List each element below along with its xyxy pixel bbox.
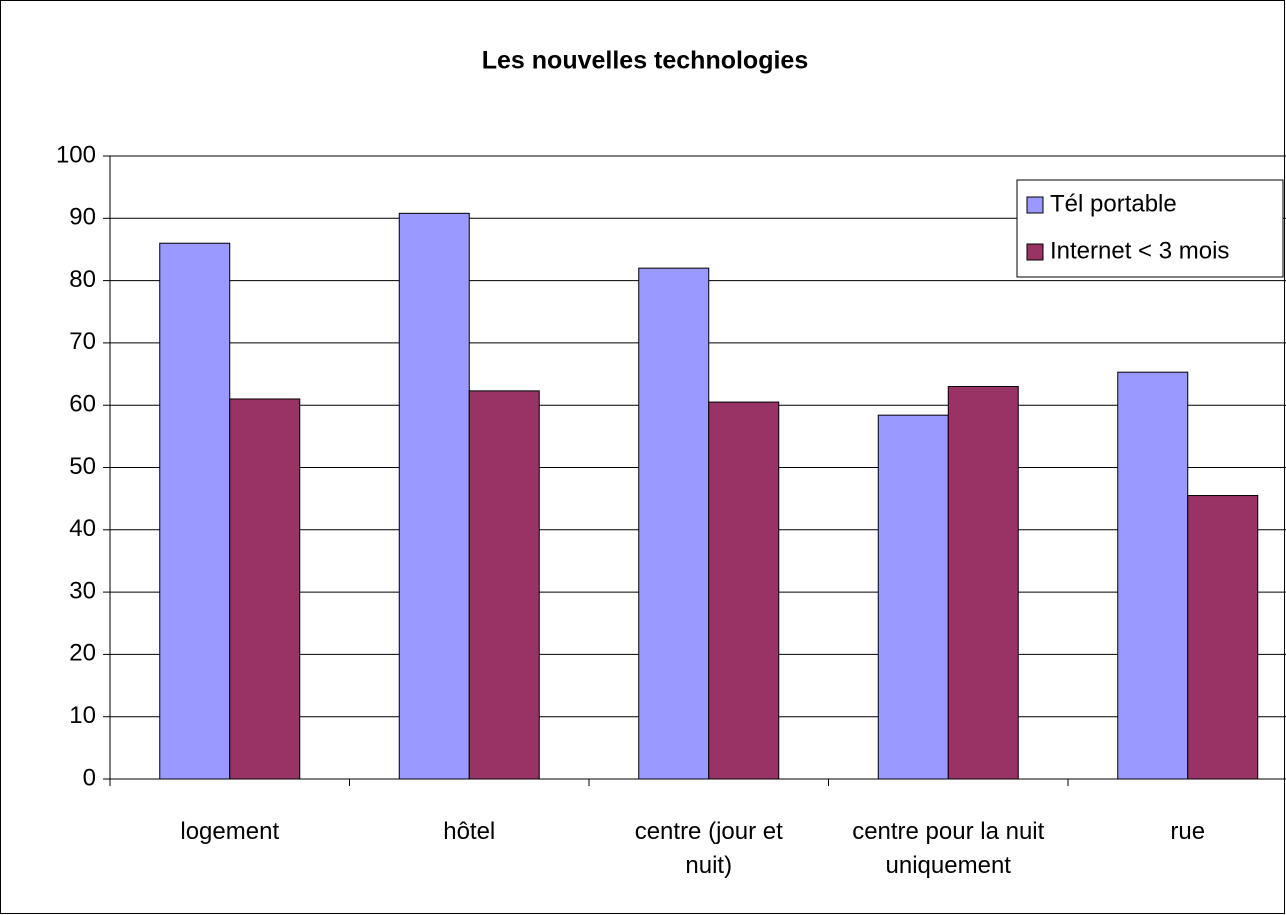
bar [877,414,949,780]
chart-title: Les nouvelles technologies [482,47,808,75]
y-tick-label: 70 [69,328,96,355]
legend-box [1016,179,1284,278]
bar [229,398,301,780]
bar [468,390,540,780]
bar [1117,371,1189,780]
y-tick-label: 60 [69,391,96,418]
bar [398,212,470,780]
y-tick-label: 30 [69,577,96,604]
bar [947,386,1019,780]
bar [159,242,231,780]
x-tick-label: hôtel [443,818,496,845]
x-tick-label: centre pour la nuit uniquement [852,818,1045,879]
x-tick-label: rue [1170,818,1206,845]
y-tick-label: 100 [56,141,96,168]
legend-label: Tél portable [1050,190,1177,217]
bar [708,401,780,780]
y-tick-label: 20 [69,640,96,667]
legend-swatch [1026,196,1044,214]
bar [1187,495,1259,780]
x-tick-label: logement [180,818,280,845]
y-tick-label: 40 [69,515,96,542]
y-tick-label: 0 [83,764,96,791]
y-tick-label: 10 [69,702,96,729]
y-tick-label: 90 [69,204,96,231]
y-tick-label: 80 [69,266,96,293]
legend-label: Internet < 3 mois [1050,237,1229,264]
legend-swatch [1026,243,1044,261]
y-tick-label: 50 [69,453,96,480]
x-tick-label: centre (jour et nuit) [634,818,783,879]
bar [638,267,710,780]
